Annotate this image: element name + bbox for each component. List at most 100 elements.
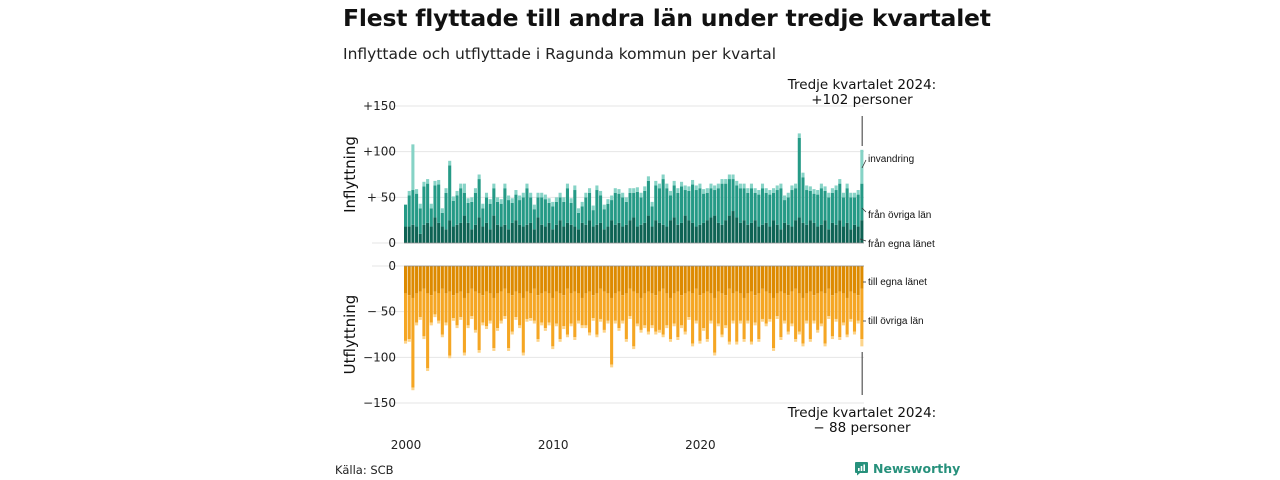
bar-segment xyxy=(466,198,470,203)
bar-segment xyxy=(709,188,713,218)
bar-segment xyxy=(713,190,717,216)
bar-segment xyxy=(551,266,555,298)
bar-segment xyxy=(606,266,610,294)
bar-segment xyxy=(709,266,713,294)
series-pointer xyxy=(861,207,867,213)
y-tick-label: 0 xyxy=(388,236,396,250)
chart-subtitle: Inflyttade och utflyttade i Ragunda komm… xyxy=(343,45,777,63)
bar-segment xyxy=(418,233,422,243)
bar-segment xyxy=(639,224,643,243)
bar-segment xyxy=(617,291,621,329)
bar-segment xyxy=(411,144,415,191)
bar-segment xyxy=(492,183,496,189)
bar-segment xyxy=(554,323,558,327)
bar-segment xyxy=(705,220,709,243)
bar-segment xyxy=(610,364,614,368)
bar-segment xyxy=(657,266,661,292)
bar-segment xyxy=(764,266,768,292)
bar-segment xyxy=(415,266,419,294)
bar-segment xyxy=(709,293,713,321)
bar-segment xyxy=(518,293,522,326)
bar-segment xyxy=(444,229,448,243)
bar-segment xyxy=(573,266,577,292)
bar-segment xyxy=(720,224,724,243)
bar-segment xyxy=(624,266,628,294)
bar-segment xyxy=(646,331,650,335)
bar-segment xyxy=(540,293,544,323)
bar-segment xyxy=(532,229,536,243)
bar-segment xyxy=(613,266,617,294)
bar-segment xyxy=(643,222,647,243)
bar-segment xyxy=(643,266,647,294)
bar-segment xyxy=(827,197,831,230)
bar-segment xyxy=(525,183,529,189)
bar-segment xyxy=(819,183,823,189)
bar-segment xyxy=(444,192,448,230)
bar-segment xyxy=(801,297,805,344)
bar-segment xyxy=(838,266,842,292)
bar-segment xyxy=(819,291,823,324)
bar-segment xyxy=(525,266,529,292)
bar-segment xyxy=(691,293,695,344)
bar-segment xyxy=(433,266,437,292)
bar-segment xyxy=(580,325,584,329)
bar-segment xyxy=(794,220,798,243)
bar-segment xyxy=(834,190,838,225)
bar-segment xyxy=(499,266,503,292)
bar-segment xyxy=(621,192,625,198)
bar-segment xyxy=(746,188,750,193)
bar-segment xyxy=(845,266,849,298)
bar-segment xyxy=(532,320,536,324)
bar-segment xyxy=(543,266,547,292)
bar-segment xyxy=(407,266,411,296)
bar-segment xyxy=(797,137,801,218)
bar-segment xyxy=(661,224,665,243)
bar-segment xyxy=(580,266,584,298)
bar-segment xyxy=(562,295,566,327)
bar-segment xyxy=(764,291,768,324)
bar-segment xyxy=(525,318,529,322)
bar-segment xyxy=(569,202,573,225)
bar-segment xyxy=(650,201,654,207)
annotation-bottom-line2: − 88 personer xyxy=(813,420,911,436)
bar-segment xyxy=(455,293,459,326)
bar-segment xyxy=(407,226,411,243)
bar-segment xyxy=(724,325,728,329)
bar-segment xyxy=(705,188,709,193)
bar-segment xyxy=(827,192,831,198)
bar-segment xyxy=(635,293,639,324)
bar-segment xyxy=(606,203,610,227)
bar-segment xyxy=(738,293,742,321)
bar-segment xyxy=(783,320,787,324)
bar-segment xyxy=(529,318,533,321)
bar-segment xyxy=(650,293,654,326)
bar-segment xyxy=(838,291,842,338)
bar-segment xyxy=(665,183,669,189)
bar-segment xyxy=(760,224,765,243)
bar-segment xyxy=(496,224,500,243)
bar-segment xyxy=(661,288,665,335)
bar-segment xyxy=(488,266,492,294)
bar-segment xyxy=(558,339,562,342)
bar-segment xyxy=(551,201,555,207)
bar-segment xyxy=(852,192,857,198)
annotation-bottom-line1: Tredje kvartalet 2024: xyxy=(787,405,936,421)
bar-segment xyxy=(617,328,621,331)
bar-segment xyxy=(852,224,857,243)
bar-segment xyxy=(687,266,691,292)
bar-segment xyxy=(764,323,768,327)
bar-segment xyxy=(562,197,566,202)
bar-segment xyxy=(602,229,606,243)
bar-segment xyxy=(823,186,827,191)
bar-segment xyxy=(617,222,621,243)
bar-segment xyxy=(584,224,588,243)
bar-segment xyxy=(470,288,474,317)
bar-segment xyxy=(794,183,798,189)
bar-segment xyxy=(628,288,632,317)
bar-segment xyxy=(573,226,577,243)
bar-segment xyxy=(661,266,665,289)
bar-segment xyxy=(554,291,558,324)
bar-segment xyxy=(562,226,566,243)
bar-segment xyxy=(440,266,444,289)
bar-segment xyxy=(547,322,551,326)
